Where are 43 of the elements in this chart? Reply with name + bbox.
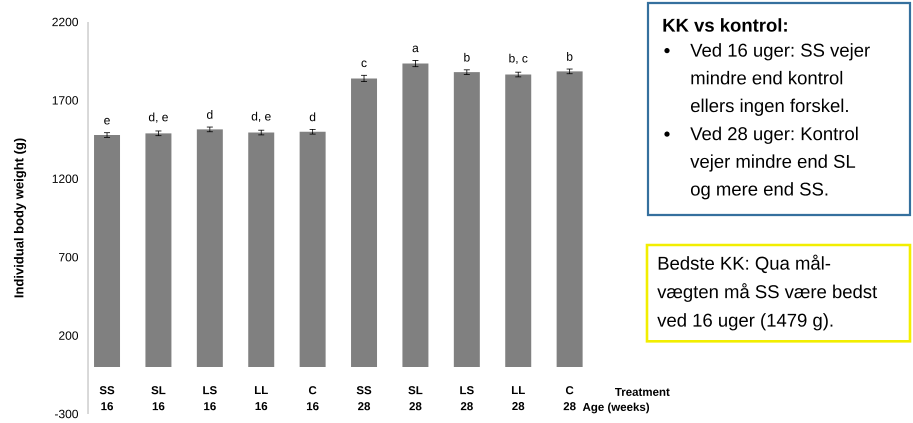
bar (454, 72, 480, 367)
annotation: d (310, 112, 316, 122)
annotation: d, e (148, 112, 168, 123)
annotation: b (464, 52, 470, 62)
x-tick-label: SL 16 (151, 386, 166, 410)
bar (248, 132, 274, 367)
bar (300, 132, 326, 367)
x-tick-label: C 16 (306, 386, 319, 410)
y-tick-label: 700 (59, 252, 78, 262)
annotation: a (412, 46, 419, 52)
annotation: d (206, 110, 212, 119)
text: Ved 28 uger: Kontrol vejer mindre end SL og mere end SS. (690, 126, 858, 200)
bar (402, 64, 428, 367)
x-tick-label: LL 16 (254, 386, 268, 410)
y-tick-label: 1200 (52, 174, 78, 184)
x-tick-label: C 28 (564, 386, 576, 410)
text: KK vs kontrol: (663, 18, 787, 32)
annotation: b (567, 52, 572, 61)
y-tick-label: -300 (54, 410, 78, 418)
bar (196, 129, 223, 367)
annotation: e (104, 118, 110, 124)
bar (94, 135, 120, 367)
annotation: c (362, 60, 367, 68)
x-axis-title: Treatment (614, 388, 670, 396)
text: Ved 16 uger: SS vejer mindre end kontrol ellers ingen forskel. (690, 43, 870, 116)
x-tick-label: SL 28 (408, 386, 422, 410)
y-tick-label: 2200 (52, 18, 78, 26)
text: Bedste KK: Qua mål-vægten må SS være bedst ved 16 uger (1479 g). (657, 254, 878, 330)
x-tick-label: LL 28 (512, 386, 525, 410)
y-axis-title: Individual body weight (g) (14, 138, 26, 298)
x-tick-label: SS 28 (356, 386, 372, 410)
annotation: b, c (509, 54, 528, 64)
bar (505, 74, 532, 367)
annotation: d, e (252, 112, 271, 122)
x-tick-label: SS 16 (100, 386, 114, 410)
y-tick-label: 1700 (52, 96, 78, 105)
bar (145, 133, 172, 367)
bar (556, 71, 583, 367)
x-tick-label: LS 16 (203, 386, 217, 410)
x-tick-label: LS 28 (460, 386, 474, 410)
annotation: Age (weeks) (582, 402, 650, 414)
y-tick-label: 200 (59, 331, 78, 340)
bar (351, 78, 378, 367)
